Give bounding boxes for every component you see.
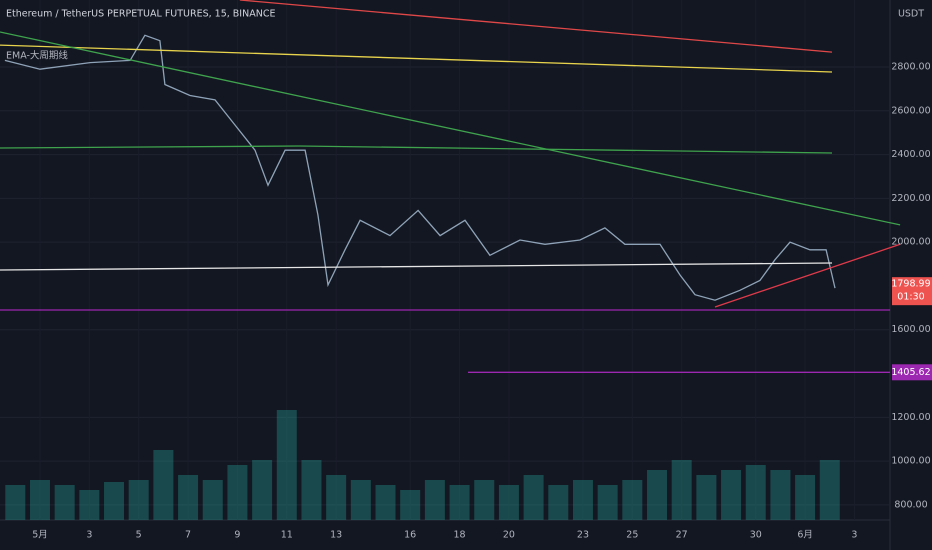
volume-bar [449,485,470,520]
y-tick-label: 2800.00 [891,61,930,72]
x-tick-label: 16 [404,530,416,541]
x-tick-label: 5月 [32,530,48,541]
line-series [0,145,833,154]
indicator-label: EMA-大周期线 [6,50,68,62]
volume-bar [350,480,371,520]
x-tick-label: 30 [750,530,762,541]
volume-bar [622,480,643,520]
y-tick-label: 1000.00 [891,456,930,467]
y-tick-label: 2400.00 [891,149,930,160]
line-series [239,0,833,53]
volume-bar [128,480,149,520]
volume-bar [5,485,26,520]
x-tick-label: 6月 [797,530,813,541]
chart-title: Ethereum / TetherUS PERPETUAL FUTURES, 1… [6,9,275,20]
volume-bar [202,480,223,520]
volume-bar [795,475,816,520]
volume-bar [474,480,495,520]
volume-bar [498,485,519,520]
volume-bar [153,450,174,520]
level-price-label: 1405.62 [891,367,930,378]
line-series [0,262,833,271]
volume-bar [770,470,791,520]
volume-bar [745,465,766,520]
volume-bar [647,470,668,520]
volume-bar [326,475,347,520]
y-tick-label: 800.00 [894,499,927,510]
x-tick-label: 9 [234,530,240,541]
x-tick-label: 18 [454,530,466,541]
line-series [4,34,836,301]
volume-bar [400,490,421,520]
volume-bar [671,460,692,520]
volume-bar [227,465,248,520]
volume-bar [54,485,75,520]
x-tick-label: 3 [851,530,857,541]
volume-bar [104,482,125,520]
volume-bar [597,485,618,520]
x-tick-label: 7 [185,530,191,541]
volume-bar [548,485,569,520]
marks [0,0,901,520]
last-price-label: 1798.99 [891,279,930,290]
x-tick-label: 3 [86,530,92,541]
volume-bar [696,475,717,520]
unit-label: USDT [898,9,924,20]
y-tick-label: 1200.00 [891,412,930,423]
volume-bar [523,475,544,520]
volume-bar [572,480,593,520]
x-tick-label: 27 [676,530,688,541]
level-price-box [892,364,932,381]
line-series [714,243,901,308]
x-tick-label: 13 [330,530,342,541]
volume-bar [276,410,297,520]
volume-bar [301,460,322,520]
volume-bar [375,485,396,520]
volume-bar [721,470,742,520]
labels: 800.00 1000.00 1200.00 1600.00 2000.00 2200.0… [32,61,932,541]
x-tick-label: 23 [577,530,589,541]
x-tick-label: 25 [626,530,638,541]
volume-bar [252,460,273,520]
volume-bar [29,480,50,520]
x-tick-label: 11 [281,530,293,541]
volume-bar [178,475,199,520]
grid [0,66,890,506]
line-series [0,31,901,226]
y-tick-label: 1600.00 [891,324,930,335]
volume-bar [79,490,100,520]
last-price-box [892,277,932,306]
volume-bar [819,460,840,520]
x-tick-label: 20 [503,530,515,541]
countdown-label: 01:30 [897,292,924,303]
y-tick-label: 2600.00 [891,105,930,116]
y-tick-label: 2200.00 [891,193,930,204]
line-series [0,44,833,73]
volume-bar [424,480,445,520]
y-tick-label: 2000.00 [891,237,930,248]
x-tick-label: 5 [136,530,142,541]
